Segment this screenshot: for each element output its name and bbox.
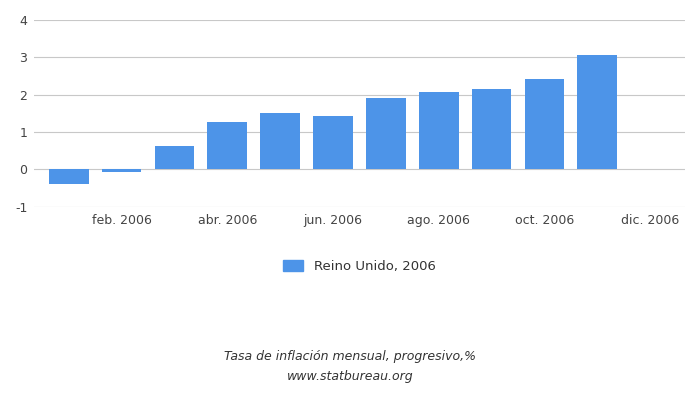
Bar — [366, 98, 406, 169]
Bar — [313, 116, 353, 169]
Bar — [102, 169, 141, 172]
Text: Tasa de inflación mensual, progresivo,%: Tasa de inflación mensual, progresivo,% — [224, 350, 476, 363]
Bar — [578, 55, 617, 169]
Bar — [49, 169, 88, 184]
Bar — [524, 79, 564, 169]
Legend: Reino Unido, 2006: Reino Unido, 2006 — [278, 254, 441, 278]
Bar — [260, 112, 300, 169]
Text: www.statbureau.org: www.statbureau.org — [287, 370, 413, 383]
Bar — [207, 122, 247, 169]
Bar — [419, 92, 458, 169]
Bar — [155, 146, 194, 169]
Bar — [472, 90, 512, 169]
